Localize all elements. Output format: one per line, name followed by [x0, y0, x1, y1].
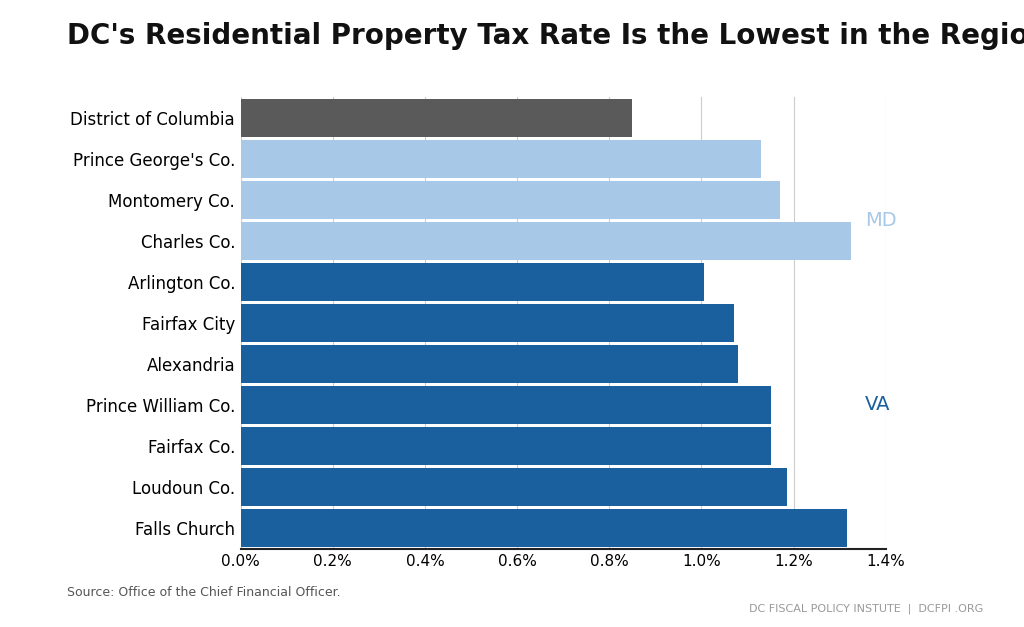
Bar — [241, 263, 703, 301]
Bar — [241, 345, 738, 383]
Bar — [241, 222, 851, 260]
Bar — [241, 427, 770, 465]
Text: VA: VA — [865, 396, 891, 414]
Bar — [241, 304, 733, 342]
Bar — [241, 386, 770, 424]
Text: Source: Office of the Chief Financial Officer.: Source: Office of the Chief Financial Of… — [67, 586, 340, 599]
Text: DC FISCAL POLICY INSTUTE  |  DCFPI .ORG: DC FISCAL POLICY INSTUTE | DCFPI .ORG — [749, 604, 983, 614]
Bar — [241, 99, 632, 137]
Bar — [241, 140, 761, 177]
Text: DC's Residential Property Tax Rate Is the Lowest in the Region: DC's Residential Property Tax Rate Is th… — [67, 22, 1024, 50]
Bar — [241, 181, 780, 219]
Bar — [241, 509, 847, 547]
Text: MD: MD — [865, 211, 897, 230]
Bar — [241, 468, 786, 506]
